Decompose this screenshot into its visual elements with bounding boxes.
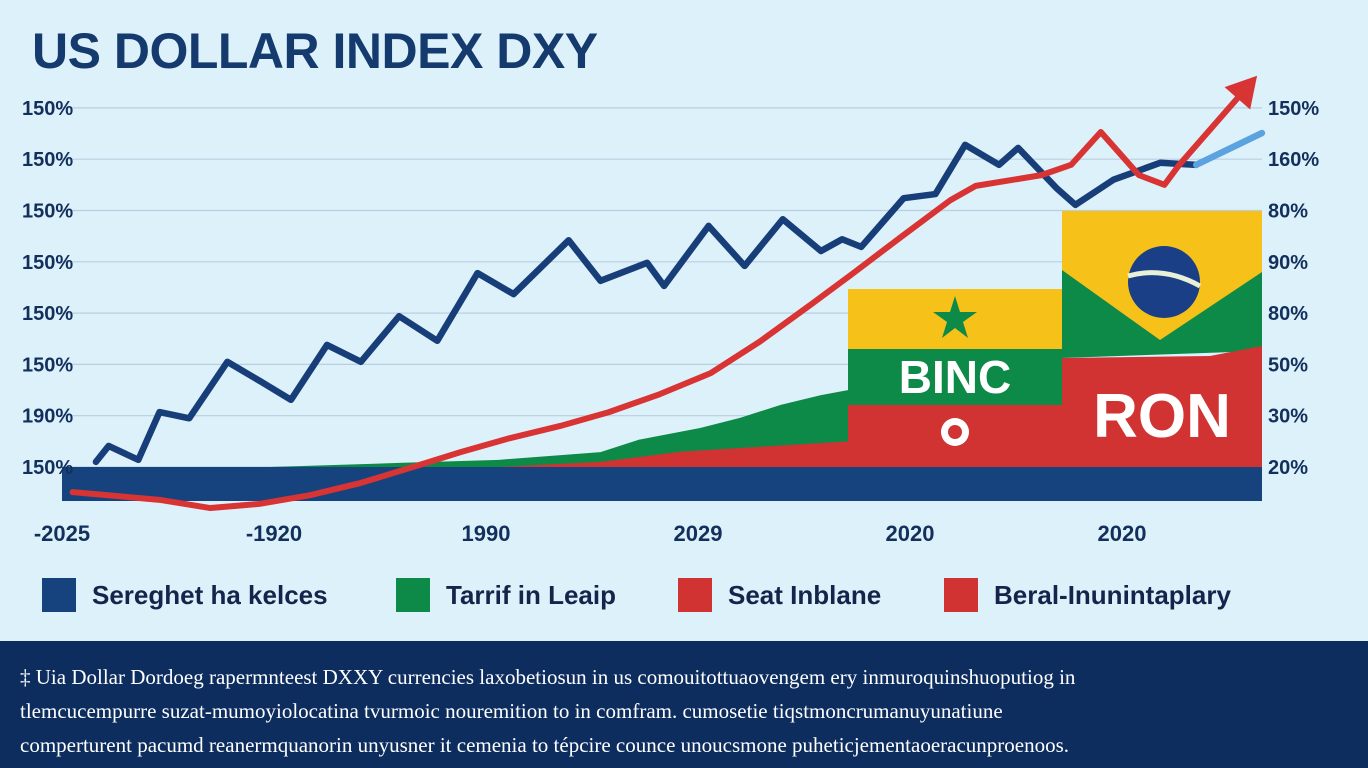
x-tick-label: 2020 xyxy=(886,521,935,546)
flag-blocks: BINC RON xyxy=(848,211,1262,467)
legend-label: Seat Inblane xyxy=(728,579,882,610)
x-tick-label: 2020 xyxy=(1098,521,1147,546)
star-icon xyxy=(933,296,977,338)
y-tick-label-right: 80% xyxy=(1268,201,1308,223)
y-tick-label-right: 50% xyxy=(1268,354,1308,376)
legend-item: Sereghet ha kelces xyxy=(42,578,328,612)
y-tick-label-right: 160% xyxy=(1268,149,1319,171)
line-series xyxy=(1192,129,1266,169)
brazil-globe-icon xyxy=(1128,246,1200,318)
x-tick-label: -2025 xyxy=(34,521,90,546)
y-tick-label-right: 80% xyxy=(1268,303,1308,325)
y-tick-label-left: 150% xyxy=(22,149,73,171)
y-axis-right: 20% 30% 50% 80% 90% 80% 160% 150% xyxy=(1268,98,1319,479)
footer-line: ‡ Uia Dollar Dordoeg rapermnteest DXXY c… xyxy=(20,665,1076,689)
x-tick-label: -1920 xyxy=(246,521,302,546)
legend-label: Tarrif in Leaip xyxy=(446,579,616,610)
legend-item: Tarrif in Leaip xyxy=(396,578,616,612)
chart-title: US DOLLAR INDEX DXY xyxy=(32,23,598,79)
y-tick-label-left: 150% xyxy=(22,98,73,120)
y-tick-label-right: 90% xyxy=(1268,252,1308,274)
line-series xyxy=(69,81,1253,512)
chart: BINC RON 150%190%150%150%150%150%150%150… xyxy=(22,75,1319,546)
line-series xyxy=(92,141,1200,466)
y-tick-label-left: 190% xyxy=(22,406,73,428)
legend-label: Sereghet ha kelces xyxy=(92,579,328,610)
legend-swatch xyxy=(42,578,76,612)
navy-band xyxy=(62,467,1262,501)
ron-label: RON xyxy=(1093,382,1231,451)
footer-line: tlemcucempurre suzat-mumoyiolocatina tvu… xyxy=(20,699,1003,723)
footer-line: comperturent pacumd reanermquanorin unyu… xyxy=(20,733,1070,757)
y-axis-left: 150% 190% 150% 150% 150% 150% 150% 150% xyxy=(22,98,73,479)
y-tick-label-right: 150% xyxy=(1268,98,1319,120)
y-tick-label-right: 30% xyxy=(1268,406,1308,428)
ron-red xyxy=(1062,346,1262,467)
x-tick-label: 2029 xyxy=(674,521,723,546)
legend-item: Seat Inblane xyxy=(678,578,881,612)
y-tick-label-left: 150% xyxy=(22,252,73,274)
arrowhead-icon xyxy=(1224,75,1258,110)
legend-swatch xyxy=(944,578,978,612)
legend: Sereghet ha kelces Tarrif in Leaip Seat … xyxy=(42,578,1282,618)
legend-swatch xyxy=(678,578,712,612)
x-tick-label: 1990 xyxy=(462,521,511,546)
ron-green xyxy=(1062,270,1262,358)
legend-swatch xyxy=(396,578,430,612)
binc-green xyxy=(848,349,1062,405)
x-axis: -2025 -1920 1990 2029 2020 2020 xyxy=(34,521,1147,546)
y-tick-label-right: 20% xyxy=(1268,457,1308,479)
series-lines xyxy=(69,75,1266,512)
y-tick-label-left: 150% xyxy=(22,354,73,376)
footer-description: ‡ Uia Dollar Dordoeg rapermnteest DXXY c… xyxy=(0,641,1368,768)
y-tick-label-left: 150% xyxy=(22,201,73,223)
y-tick-label-left: 150% xyxy=(22,303,73,325)
legend-item: Beral-Inunintaplary xyxy=(944,578,1231,612)
y-tick-label-left: 150% xyxy=(22,457,73,479)
baseline-band xyxy=(62,467,1262,501)
legend-label: Beral-Inunintaplary xyxy=(994,579,1231,610)
binc-label: BINC xyxy=(899,351,1011,403)
